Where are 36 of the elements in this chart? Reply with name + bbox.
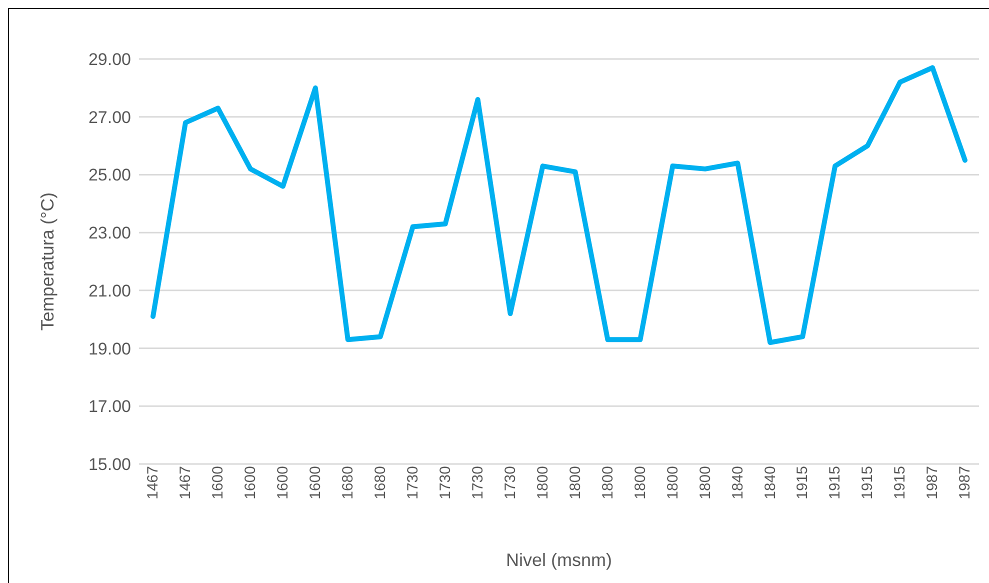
x-tick-label: 1600 xyxy=(307,466,324,500)
x-tick-label: 1800 xyxy=(566,466,584,500)
y-tick-label: 29.00 xyxy=(88,50,131,70)
y-tick-label: 23.00 xyxy=(88,224,131,243)
x-tick-label: 1800 xyxy=(696,466,714,500)
x-tick-label: 1840 xyxy=(762,466,779,500)
x-tick-label: 1680 xyxy=(340,466,357,500)
x-tick-label: 1600 xyxy=(210,466,227,500)
x-tick-label: 1987 xyxy=(956,466,974,500)
y-axis-title: Temperatura (°C) xyxy=(37,192,58,331)
x-tick-label: 1915 xyxy=(794,466,812,500)
y-tick-label: 15.00 xyxy=(88,455,131,474)
x-tick-label: 1730 xyxy=(436,466,454,500)
x-tick-label: 1800 xyxy=(632,466,649,500)
x-tick-label: 1730 xyxy=(469,466,486,500)
x-tick-label: 1915 xyxy=(892,466,909,500)
x-tick-label: 1915 xyxy=(859,466,876,500)
y-tick-label: 21.00 xyxy=(88,281,131,300)
y-tick-label: 27.00 xyxy=(88,108,131,127)
x-tick-label: 1800 xyxy=(534,466,552,500)
x-tick-label: 1730 xyxy=(502,466,519,500)
x-tick-label: 1467 xyxy=(144,466,162,500)
y-tick-label: 25.00 xyxy=(88,166,131,185)
x-tick-label: 1987 xyxy=(924,466,942,500)
x-axis-title: Nivel (msnm) xyxy=(506,550,612,570)
y-tick-label: 17.00 xyxy=(88,397,131,416)
x-tick-label: 1800 xyxy=(664,466,682,500)
y-tick-label: 19.00 xyxy=(88,339,131,358)
x-tick-label: 1600 xyxy=(274,466,292,500)
x-tick-label: 1800 xyxy=(599,466,616,500)
x-tick-label: 1467 xyxy=(177,466,194,500)
x-tick-label: 1680 xyxy=(372,466,390,500)
x-tick-label: 1915 xyxy=(826,466,844,500)
x-tick-label: 1730 xyxy=(404,466,422,500)
x-tick-label: 1840 xyxy=(729,466,746,500)
x-tick-label: 1600 xyxy=(242,466,260,500)
